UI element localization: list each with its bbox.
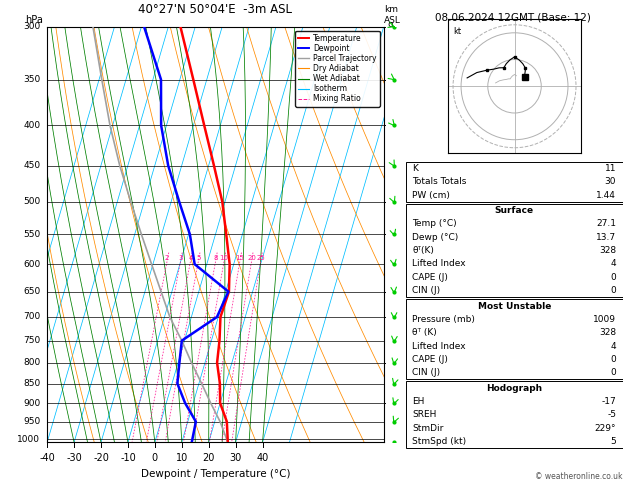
- Text: -5: -5: [607, 410, 616, 419]
- Text: Surface: Surface: [494, 206, 534, 215]
- Text: 5: 5: [387, 230, 392, 239]
- Text: Pressure (mb): Pressure (mb): [412, 315, 475, 324]
- Text: 400: 400: [23, 121, 40, 130]
- Text: 08.06.2024 12GMT (Base: 12): 08.06.2024 12GMT (Base: 12): [435, 12, 591, 22]
- Bar: [406, 204, 623, 297]
- Text: 850: 850: [23, 379, 40, 388]
- Bar: [406, 299, 623, 380]
- Text: 1009: 1009: [593, 315, 616, 324]
- Text: 40: 40: [257, 452, 269, 463]
- Text: 800: 800: [23, 358, 40, 367]
- Text: 4: 4: [611, 342, 616, 350]
- Text: θᵀ(K): θᵀ(K): [412, 246, 434, 255]
- Text: -10: -10: [120, 452, 136, 463]
- Text: CAPE (J): CAPE (J): [412, 355, 448, 364]
- Text: LCL: LCL: [387, 367, 401, 376]
- Text: 550: 550: [23, 230, 40, 239]
- Text: 328: 328: [599, 328, 616, 337]
- Text: km
ASL: km ASL: [384, 5, 401, 25]
- Text: CAPE (J): CAPE (J): [412, 273, 448, 282]
- Text: 5: 5: [196, 255, 201, 261]
- Text: 500: 500: [23, 197, 40, 206]
- Text: 2: 2: [387, 358, 392, 367]
- Text: 25: 25: [257, 255, 265, 261]
- Text: 7: 7: [387, 121, 392, 130]
- Text: Mixing Ratio (g/kg): Mixing Ratio (g/kg): [411, 195, 420, 274]
- Text: Temp (°C): Temp (°C): [412, 220, 457, 228]
- Text: 20: 20: [247, 255, 256, 261]
- Text: -30: -30: [66, 452, 82, 463]
- Text: 1.44: 1.44: [596, 191, 616, 200]
- Text: Dewp (°C): Dewp (°C): [412, 233, 459, 242]
- Text: 0: 0: [611, 286, 616, 295]
- Text: -20: -20: [93, 452, 109, 463]
- Text: 1: 1: [387, 399, 392, 408]
- Text: hPa: hPa: [25, 15, 43, 25]
- Text: StmDir: StmDir: [412, 424, 443, 433]
- Text: 8: 8: [213, 255, 218, 261]
- Text: K: K: [412, 164, 418, 173]
- Text: 600: 600: [23, 260, 40, 269]
- Text: Most Unstable: Most Unstable: [477, 301, 551, 311]
- Text: 328: 328: [599, 246, 616, 255]
- Text: 750: 750: [23, 336, 40, 345]
- Text: 30: 30: [604, 177, 616, 187]
- Text: kt: kt: [453, 27, 461, 36]
- Text: 4: 4: [188, 255, 192, 261]
- Text: 700: 700: [23, 312, 40, 322]
- Text: Lifted Index: Lifted Index: [412, 260, 466, 268]
- Text: 13.7: 13.7: [596, 233, 616, 242]
- Text: 300: 300: [23, 22, 40, 31]
- Text: 20: 20: [203, 452, 215, 463]
- Text: StmSpd (kt): StmSpd (kt): [412, 437, 466, 446]
- Text: EH: EH: [412, 397, 425, 406]
- Text: θᵀ (K): θᵀ (K): [412, 328, 437, 337]
- Text: 450: 450: [23, 161, 40, 170]
- Text: 10: 10: [220, 255, 228, 261]
- Text: 900: 900: [23, 399, 40, 408]
- Text: 8: 8: [387, 75, 392, 84]
- Text: Dewpoint / Temperature (°C): Dewpoint / Temperature (°C): [141, 469, 290, 479]
- Text: 4: 4: [387, 287, 392, 296]
- Text: 3: 3: [178, 255, 183, 261]
- Text: -17: -17: [601, 397, 616, 406]
- Text: 30: 30: [230, 452, 242, 463]
- Text: 0: 0: [152, 452, 158, 463]
- Text: 11: 11: [604, 164, 616, 173]
- Text: 350: 350: [23, 75, 40, 84]
- Legend: Temperature, Dewpoint, Parcel Trajectory, Dry Adiabat, Wet Adiabat, Isotherm, Mi: Temperature, Dewpoint, Parcel Trajectory…: [295, 31, 380, 106]
- Text: CIN (J): CIN (J): [412, 368, 440, 377]
- Text: 15: 15: [235, 255, 244, 261]
- Text: 3: 3: [387, 312, 392, 322]
- Text: 0: 0: [611, 355, 616, 364]
- Text: PW (cm): PW (cm): [412, 191, 450, 200]
- Text: 6: 6: [387, 197, 392, 206]
- Text: 0: 0: [611, 273, 616, 282]
- Text: 9: 9: [387, 22, 392, 31]
- Text: © weatheronline.co.uk: © weatheronline.co.uk: [535, 472, 623, 481]
- Text: 650: 650: [23, 287, 40, 296]
- Text: 4: 4: [611, 260, 616, 268]
- Text: SREH: SREH: [412, 410, 437, 419]
- Text: CIN (J): CIN (J): [412, 286, 440, 295]
- Bar: [406, 382, 623, 448]
- Text: 229°: 229°: [594, 424, 616, 433]
- Text: 2: 2: [165, 255, 169, 261]
- Text: -40: -40: [39, 452, 55, 463]
- Text: 0: 0: [611, 368, 616, 377]
- Text: 27.1: 27.1: [596, 220, 616, 228]
- Text: Hodograph: Hodograph: [486, 383, 542, 393]
- Text: 40°27'N 50°04'E  -3m ASL: 40°27'N 50°04'E -3m ASL: [138, 3, 292, 17]
- Text: 1000: 1000: [18, 434, 40, 444]
- Bar: [406, 162, 623, 202]
- Text: 5: 5: [611, 437, 616, 446]
- Text: 950: 950: [23, 417, 40, 426]
- Text: 10: 10: [175, 452, 188, 463]
- Text: Totals Totals: Totals Totals: [412, 177, 467, 187]
- Text: Lifted Index: Lifted Index: [412, 342, 466, 350]
